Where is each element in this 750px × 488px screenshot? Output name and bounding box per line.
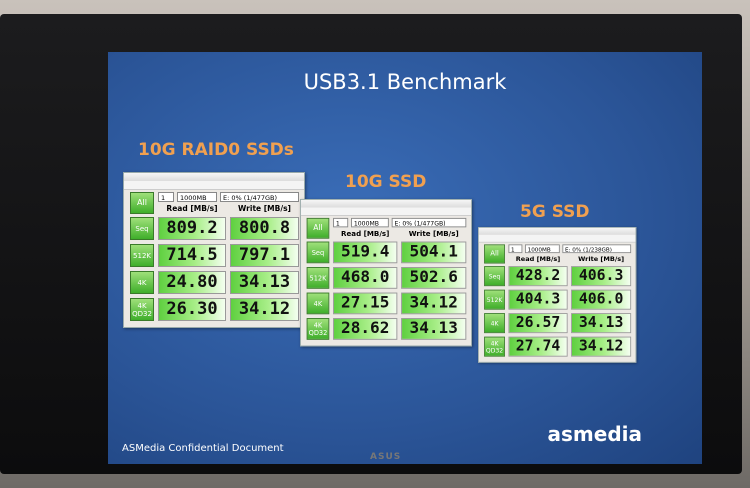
read-value: 809.2 — [158, 217, 226, 240]
test-button: 512K — [306, 267, 330, 289]
read-value: 519.4 — [333, 241, 398, 264]
read-header: Read [MB/s] — [341, 229, 390, 238]
write-value: 406.0 — [571, 289, 632, 310]
menu-bar — [124, 181, 304, 190]
test-button: Seq — [306, 241, 330, 264]
slide-title: USB3.1 Benchmark — [303, 70, 507, 94]
read-value: 24.80 — [158, 271, 226, 294]
write-header: Write [MB/s] — [238, 204, 291, 213]
menu-bar — [478, 234, 636, 243]
read-value: 26.30 — [158, 298, 226, 321]
test-button: 512K — [130, 244, 154, 267]
all-button: All — [484, 244, 505, 264]
read-value: 714.5 — [158, 244, 226, 267]
size-select: 1000MB — [351, 217, 389, 228]
benchmark-window: All 1 1000MB E: 0% (1/238GB) Read [MB/s] Writ… — [478, 227, 637, 363]
test-button: 4K — [484, 313, 505, 334]
benchmark-window: All 1 1000MB E: 0% (1/477GB) Read [MB/s] Writ… — [123, 172, 305, 328]
write-value: 800.8 — [230, 217, 299, 240]
title-bar — [124, 173, 304, 181]
size-select: 1000MB — [177, 192, 217, 202]
monitor: USB3.1 Benchmark ASMedia Confidential Do… — [0, 14, 742, 474]
panel-label: 10G SSD — [345, 172, 427, 192]
all-button: All — [130, 192, 154, 214]
count-select: 1 — [508, 244, 523, 254]
test-button: 4K QD32 — [484, 336, 505, 357]
size-select: 1000MB — [524, 244, 560, 254]
read-value: 26.57 — [508, 313, 568, 334]
title-bar — [478, 227, 636, 235]
read-header: Read [MB/s] — [515, 254, 561, 263]
test-button: 4K QD32 — [130, 298, 154, 321]
drive-select: E: 0% (1/238GB) — [562, 244, 632, 254]
write-value: 34.12 — [230, 298, 299, 321]
panel-label: 5G SSD — [520, 202, 590, 222]
read-value: 27.15 — [333, 292, 398, 315]
drive-select: E: 0% (1/477GB) — [391, 217, 467, 228]
test-button: 512K — [484, 289, 505, 310]
monitor-brand: ASUS — [370, 452, 402, 462]
drive-select: E: 0% (1/477GB) — [220, 192, 299, 202]
read-header: Read [MB/s] — [166, 204, 218, 213]
slide: USB3.1 Benchmark ASMedia Confidential Do… — [108, 52, 702, 464]
write-value: 406.3 — [571, 266, 632, 287]
read-value: 468.0 — [333, 267, 398, 289]
test-button: 4K QD32 — [306, 318, 330, 340]
write-value: 504.1 — [401, 241, 467, 264]
read-value: 28.62 — [333, 318, 398, 340]
logo: asmedia — [547, 422, 642, 446]
write-value: 34.13 — [401, 318, 467, 340]
read-value: 428.2 — [508, 266, 568, 287]
write-value: 34.13 — [571, 313, 632, 334]
write-value: 34.13 — [230, 271, 299, 294]
title-bar — [300, 199, 472, 208]
benchmark-window: All 1 1000MB E: 0% (1/477GB) Read [MB/s] Writ… — [300, 199, 472, 347]
read-value: 404.3 — [508, 289, 568, 310]
write-value: 797.1 — [230, 244, 299, 267]
write-value: 34.12 — [571, 336, 632, 357]
write-header: Write [MB/s] — [578, 254, 625, 263]
write-header: Write [MB/s] — [408, 229, 459, 238]
test-button: Seq — [130, 217, 154, 240]
panel-label: 10G RAID0 SSDs — [138, 140, 294, 160]
test-button: 4K — [306, 292, 330, 315]
count-select: 1 — [158, 192, 174, 202]
write-value: 34.12 — [401, 292, 467, 315]
all-button: All — [306, 217, 330, 239]
footer: ASMedia Confidential Document — [122, 443, 284, 454]
menu-bar — [300, 207, 472, 217]
test-button: Seq — [484, 266, 505, 287]
test-button: 4K — [130, 271, 154, 294]
write-value: 502.6 — [401, 267, 467, 289]
read-value: 27.74 — [508, 336, 568, 357]
count-select: 1 — [333, 217, 349, 228]
